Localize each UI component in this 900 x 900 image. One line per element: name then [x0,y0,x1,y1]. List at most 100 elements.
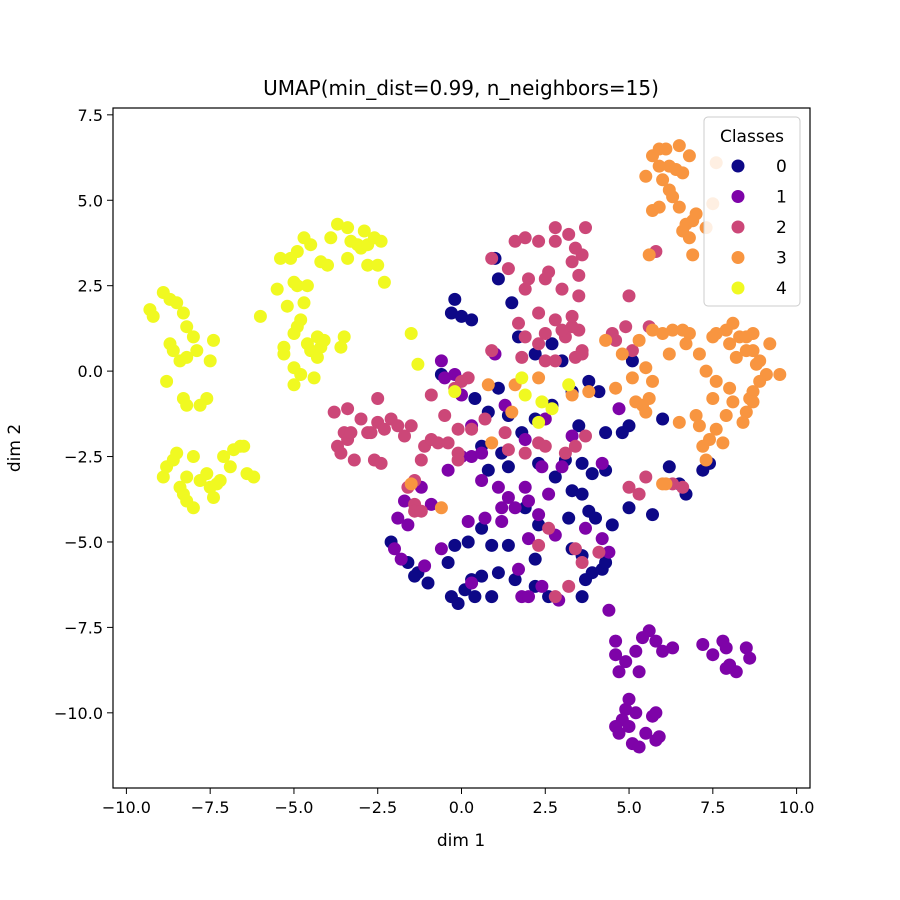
data-point [344,426,358,440]
data-point [532,415,546,429]
data-point [518,480,532,494]
data-point [545,402,559,416]
x-tick-label: −2.5 [358,798,397,817]
data-point [203,354,217,368]
data-point [629,644,643,658]
data-point [528,347,542,361]
data-point [374,234,388,248]
y-tick-label: −2.5 [64,448,103,467]
data-point [501,443,515,457]
data-point [572,289,586,303]
data-point [481,378,495,392]
data-point [579,573,592,587]
data-point [404,477,418,491]
x-axis-ticks: −10.0 −7.5 −5.0 −2.5 0.0 2.5 5.0 7.5 10.0 [102,788,814,817]
data-point [562,579,576,593]
data-point [726,316,740,330]
data-point [639,361,653,375]
data-point [592,545,606,559]
data-point [565,484,579,498]
data-point [548,313,562,327]
data-point [579,429,592,443]
data-point [451,453,465,467]
data-point [532,508,546,522]
x-tick-label: −7.5 [191,798,230,817]
data-point [532,234,546,248]
y-tick-label: 0.0 [78,362,103,381]
data-point [719,409,733,422]
data-point [186,501,200,515]
data-point [438,371,452,385]
data-point [672,415,686,429]
data-point [679,337,693,351]
data-point [180,320,194,334]
data-point [434,354,448,368]
data-point [160,374,174,388]
data-point [468,392,482,405]
data-point [401,518,415,532]
data-point [619,655,633,669]
data-point [753,354,767,368]
x-tick-label: 0.0 [449,798,474,817]
data-point [729,350,743,364]
data-point [696,638,710,651]
data-point [485,436,499,450]
data-point [639,405,653,419]
data-point [532,518,546,532]
data-point [431,436,445,450]
data-point [448,385,462,399]
data-point [565,255,579,269]
legend-box [703,116,801,307]
data-point [545,337,559,351]
data-point [585,467,599,481]
data-point [522,532,535,546]
y-tick-label: −7.5 [64,618,103,637]
data-point [575,487,589,501]
data-point [642,248,656,262]
data-point [773,368,787,381]
data-point [247,470,261,484]
data-point [682,149,696,163]
data-point [615,347,629,361]
data-point [642,392,656,405]
data-point [414,504,428,518]
data-point [622,480,636,494]
data-point [505,405,519,419]
data-point [666,323,680,337]
data-point [609,381,623,395]
data-point [190,344,204,358]
data-point [575,556,589,569]
data-point [548,354,562,368]
data-point [518,388,532,402]
data-point [498,426,512,440]
data-point [659,142,673,156]
data-point [542,487,556,501]
data-point [639,470,653,484]
data-point [686,248,700,262]
x-tick-label: 2.5 [533,798,558,817]
data-point [548,234,562,248]
data-point [290,245,304,258]
data-point [441,463,455,477]
legend-label: 0 [776,157,787,177]
data-point [475,521,489,535]
data-point [478,511,492,525]
data-point [418,559,432,573]
data-point [475,474,489,487]
data-point [465,450,479,463]
data-point [391,419,405,433]
data-point [632,487,646,501]
data-point [327,405,341,419]
legend-title: Classes [720,127,784,147]
data-point [609,333,623,347]
data-point [508,501,522,515]
data-point [743,651,757,665]
data-point [468,590,482,604]
data-point [394,552,408,566]
data-point [377,275,391,289]
points-layer [143,139,787,754]
data-point [639,169,653,183]
data-point [746,395,760,409]
x-axis-label: dim 1 [437,831,485,851]
